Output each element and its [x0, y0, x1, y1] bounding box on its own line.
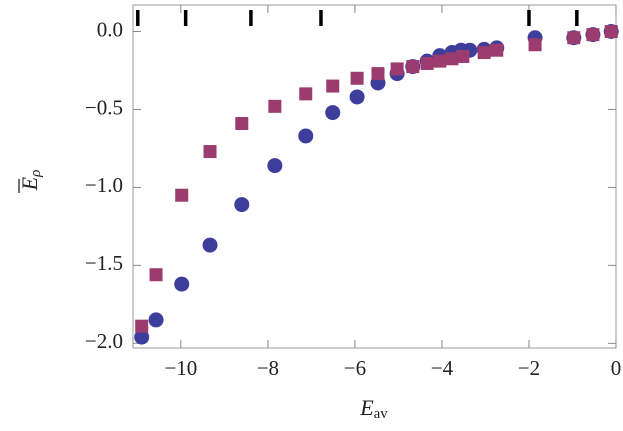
square-point [420, 56, 434, 70]
y-tick-label: −1.0 [85, 173, 123, 197]
square-point [528, 38, 542, 52]
square-point [175, 188, 189, 202]
circle-point [267, 158, 283, 174]
square-point [456, 49, 470, 63]
square-point [203, 145, 217, 159]
square-point [586, 28, 600, 42]
y-tick-label: 0.0 [97, 17, 123, 41]
circle-point [202, 237, 218, 253]
x-tick-label: −6 [344, 356, 366, 380]
y-tick-label: −1.5 [85, 251, 123, 275]
y-tick-label: −2.0 [85, 329, 123, 353]
square-point [135, 319, 149, 333]
square-point [299, 87, 313, 101]
x-tick-label: −8 [257, 356, 279, 380]
square-point [406, 60, 420, 74]
square-point [490, 43, 504, 57]
square-point [149, 268, 163, 282]
circle-point [134, 329, 150, 345]
x-tick-label: −10 [164, 356, 197, 380]
square-point [350, 71, 364, 85]
square-point [445, 52, 459, 66]
square-point [326, 79, 340, 93]
x-tick-label: 0 [611, 356, 622, 380]
x-tick-label: −4 [431, 356, 454, 380]
circle-point [349, 89, 365, 105]
square-point [477, 46, 491, 60]
circle-point [174, 276, 190, 292]
y-tick-label: −0.5 [85, 95, 123, 119]
square-point [390, 62, 404, 76]
circle-point [234, 197, 250, 213]
square-point [371, 67, 385, 81]
plot-frame [132, 4, 617, 349]
x-tick-label: −2 [518, 356, 540, 380]
square-point [433, 54, 447, 68]
x-axis-label: Eav [359, 395, 388, 422]
square-point [235, 116, 249, 130]
square-point [604, 25, 618, 39]
square-point [268, 99, 282, 113]
y-axis-label: Eρ [17, 170, 44, 192]
circle-point [148, 312, 164, 328]
y-axis-label-group: Eρ [17, 170, 44, 193]
circle-point [298, 128, 314, 144]
circle-point [325, 105, 341, 121]
square-point [567, 31, 581, 45]
